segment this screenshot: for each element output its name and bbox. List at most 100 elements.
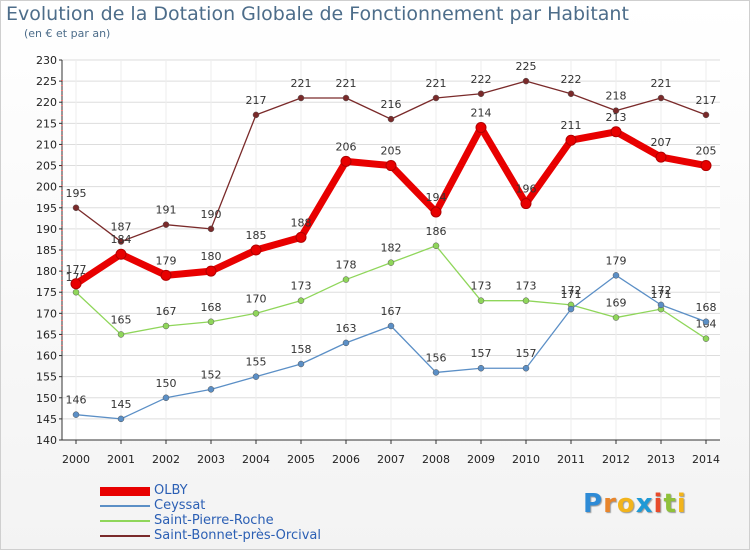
data-label: 217 [696, 94, 717, 107]
data-label: 180 [201, 250, 222, 263]
x-tick-label: 2012 [602, 453, 630, 466]
data-label: 168 [696, 301, 717, 314]
data-label: 214 [471, 107, 492, 120]
data-point [610, 126, 622, 138]
data-label: 191 [156, 204, 177, 217]
y-tick-label: 210 [36, 138, 57, 151]
data-label: 156 [426, 351, 447, 364]
data-point [252, 310, 260, 317]
legend-label: Saint-Bonnet-près-Orcival [154, 528, 321, 543]
data-point [387, 259, 395, 266]
logo-letter: r [603, 489, 617, 519]
data-label: 165 [111, 313, 132, 326]
data-point [612, 314, 620, 321]
x-tick-label: 2007 [377, 453, 405, 466]
data-point [432, 242, 440, 250]
x-tick-label: 2001 [107, 453, 135, 466]
data-label: 146 [66, 394, 87, 407]
data-point [295, 231, 307, 243]
data-point [522, 364, 530, 372]
data-label: 167 [381, 305, 402, 318]
data-label: 194 [426, 191, 447, 204]
x-tick-label: 2014 [692, 453, 720, 466]
data-label: 157 [516, 347, 537, 360]
y-tick-label: 140 [36, 434, 57, 447]
legend-label: Saint-Pierre-Roche [154, 513, 274, 528]
data-point [117, 415, 125, 423]
data-point [207, 386, 215, 393]
x-tick-label: 2002 [152, 453, 180, 466]
data-point [522, 77, 530, 85]
y-tick-label: 205 [36, 160, 57, 173]
data-label: 221 [336, 77, 357, 90]
data-point [522, 297, 530, 304]
data-point [340, 155, 352, 167]
data-point [252, 373, 260, 380]
y-tick-label: 225 [36, 75, 57, 88]
logo-letter: t [663, 489, 677, 519]
data-label: 145 [111, 398, 132, 411]
data-point [297, 297, 305, 304]
chart-title: Evolution de la Dotation Globale de Fonc… [6, 3, 629, 25]
data-label: 221 [426, 77, 447, 90]
y-tick-label: 145 [36, 413, 57, 426]
data-point [72, 411, 80, 418]
data-label: 186 [426, 225, 447, 238]
legend-label: Ceyssat [154, 498, 206, 513]
data-label: 152 [201, 368, 222, 381]
data-point [702, 111, 710, 119]
data-label: 187 [111, 221, 132, 234]
data-point [477, 364, 485, 372]
data-point [475, 122, 487, 134]
data-point [565, 134, 577, 146]
x-tick-label: 2006 [332, 453, 360, 466]
data-point [700, 160, 712, 172]
data-label: 213 [606, 111, 627, 124]
data-point [657, 301, 665, 309]
data-point [702, 335, 710, 342]
data-point [162, 322, 170, 330]
logo-letter: o [616, 489, 636, 519]
y-tick-label: 220 [36, 96, 57, 109]
data-label: 190 [201, 208, 222, 221]
data-label: 157 [471, 347, 492, 360]
data-label: 221 [291, 77, 312, 90]
data-label: 205 [696, 145, 717, 158]
data-point [430, 206, 442, 218]
data-label: 206 [336, 140, 357, 153]
data-point [205, 265, 217, 277]
y-tick-label: 180 [36, 265, 57, 278]
data-point [117, 331, 125, 338]
data-label: 221 [651, 77, 672, 90]
legend-swatch [100, 486, 150, 496]
legend-swatch [100, 505, 150, 507]
data-label: 216 [381, 98, 402, 111]
data-point [342, 276, 350, 283]
data-label: 217 [246, 94, 267, 107]
x-tick-label: 2003 [197, 453, 225, 466]
data-label: 173 [471, 280, 492, 293]
data-point [567, 90, 575, 98]
data-label: 195 [66, 187, 87, 200]
data-label: 171 [651, 288, 672, 301]
x-tick-label: 2013 [647, 453, 675, 466]
legend-label: OLBY [154, 483, 188, 498]
data-point [387, 322, 395, 330]
data-label: 179 [606, 254, 627, 267]
data-point [72, 288, 80, 296]
data-point [567, 305, 575, 313]
logo-letter: P [583, 489, 604, 519]
data-point [207, 225, 215, 233]
data-point [612, 272, 620, 279]
data-label: 225 [516, 60, 537, 73]
y-tick-label: 155 [36, 371, 57, 384]
data-label: 158 [291, 343, 312, 356]
legend-swatch [100, 520, 150, 522]
data-label: 172 [651, 284, 672, 297]
data-point [520, 198, 532, 210]
data-point [297, 360, 305, 368]
data-label: 173 [291, 280, 312, 293]
data-point [160, 269, 172, 281]
y-tick-label: 175 [36, 286, 57, 299]
